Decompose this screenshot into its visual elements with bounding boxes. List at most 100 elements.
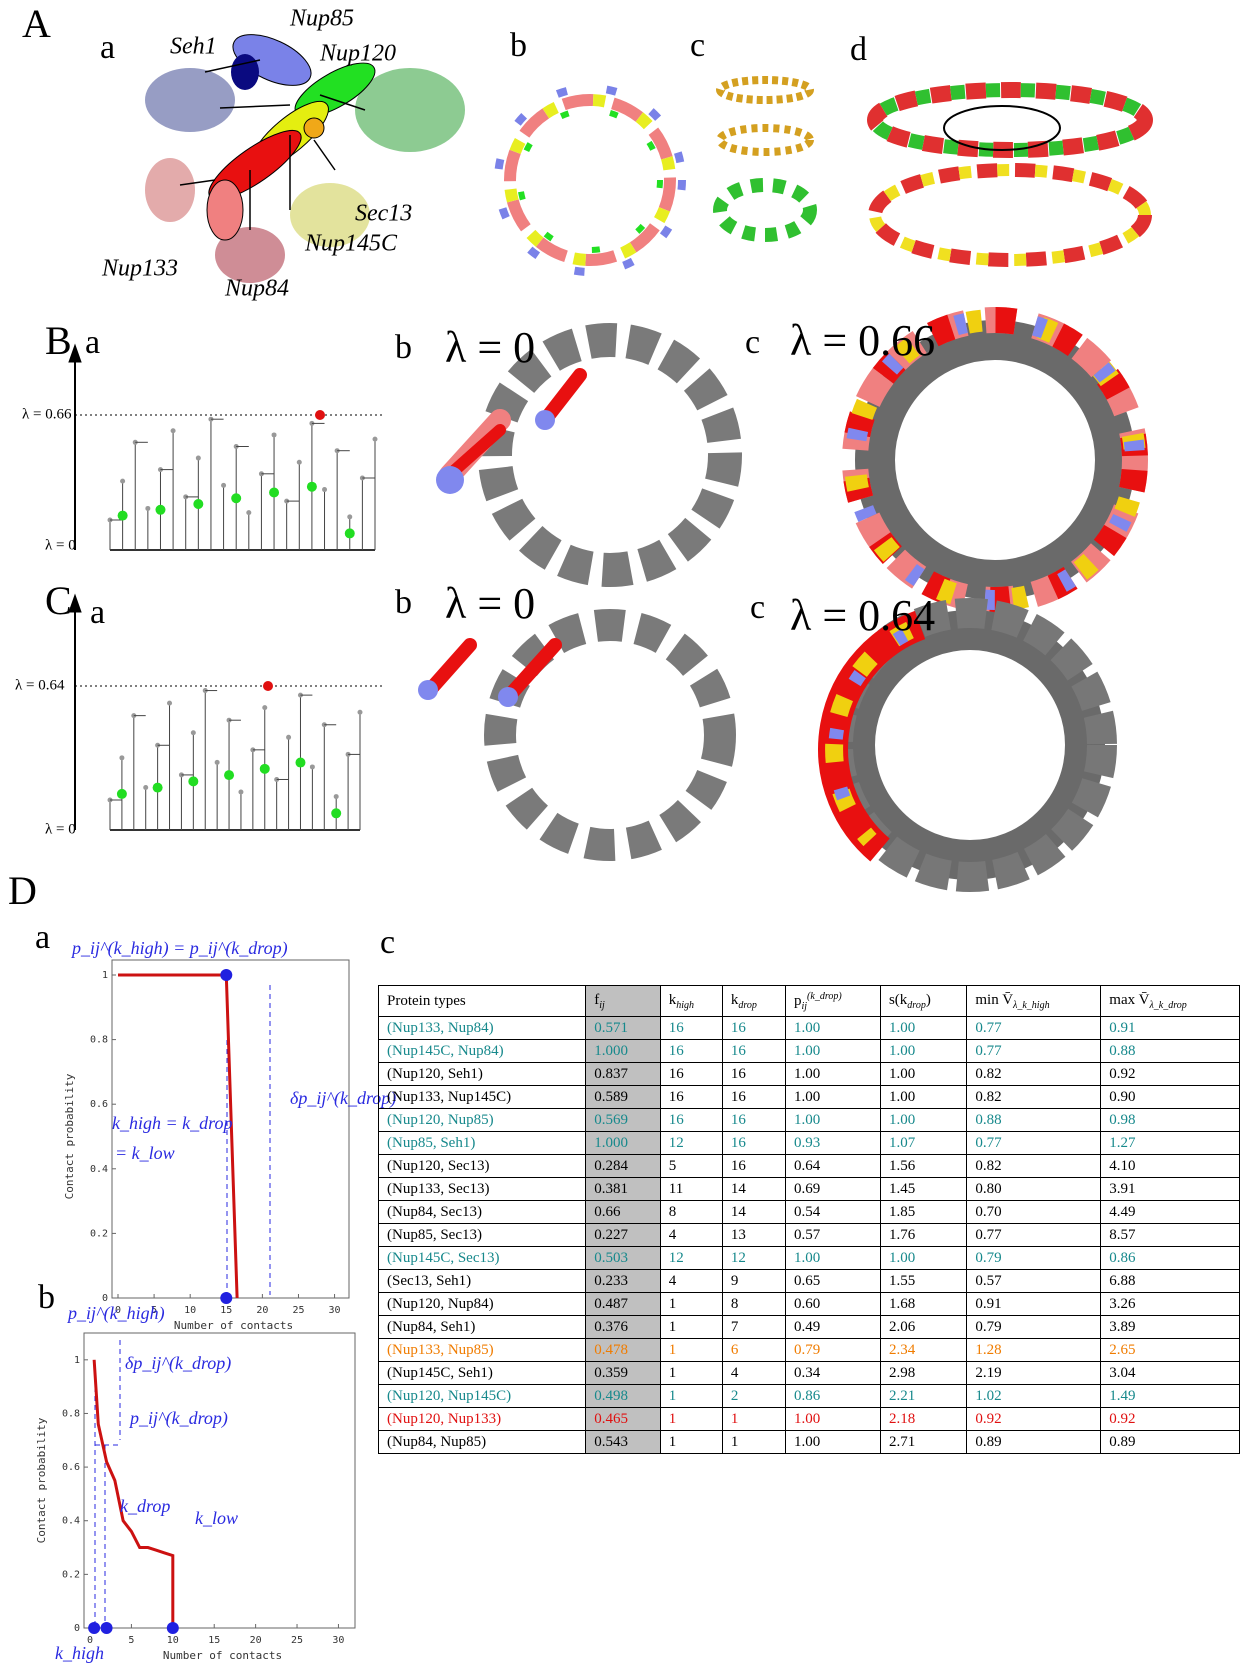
table-cell: 0.86: [784, 1384, 881, 1408]
table-cell: 0.88: [1100, 1039, 1240, 1063]
table-cell: 16: [721, 1016, 786, 1040]
table-cell: 0.82: [966, 1085, 1102, 1109]
table-cell: 6.88: [1100, 1269, 1240, 1293]
tree-node: [120, 478, 126, 484]
table-cell: 0.65: [784, 1269, 881, 1293]
table-cell: (Nup120, Nup133): [377, 1407, 587, 1431]
tree-node: [224, 770, 235, 781]
table-cell: 1.000: [585, 1131, 661, 1155]
table-cell: 1.85: [879, 1200, 968, 1224]
table-cell: 1.00: [879, 1016, 968, 1040]
tree-node: [263, 681, 273, 691]
x-tick-label: 20: [250, 1635, 262, 1646]
header-cell: max V̄λ_k_drop: [1100, 985, 1240, 1017]
table-cell: 1.00: [879, 1039, 968, 1063]
table-cell: 2.34: [879, 1338, 968, 1362]
header-cell: kdrop: [721, 985, 786, 1017]
table-cell: 0.49: [784, 1315, 881, 1339]
table-cell: 4: [659, 1269, 723, 1293]
table-cell: 0.54: [784, 1200, 881, 1224]
table-cell: 1.00: [784, 1016, 881, 1040]
x-tick-label: 30: [332, 1635, 344, 1646]
table-cell: 1.02: [966, 1384, 1102, 1408]
table-cell: (Nup84, Nup85): [377, 1430, 587, 1454]
table-cell: 1: [659, 1384, 723, 1408]
table-cell: 16: [721, 1108, 786, 1132]
tree-node: [238, 789, 244, 795]
table-cell: 2.18: [879, 1407, 968, 1431]
table-cell: 0.498: [585, 1384, 661, 1408]
y-tick-label: 0.4: [90, 1164, 108, 1175]
table-cell: 1.00: [784, 1062, 881, 1086]
table-cell: 16: [721, 1039, 786, 1063]
tree-node: [295, 757, 306, 768]
x-axis-label: Number of contacts: [174, 1319, 293, 1332]
table-cell: 0.80: [966, 1177, 1102, 1201]
table-cell: (Nup120, Seh1): [377, 1062, 587, 1086]
lambda-label: λ = 0: [45, 537, 76, 553]
table-cell: 3.89: [1100, 1315, 1240, 1339]
table-cell: 1.00: [879, 1108, 968, 1132]
table-cell: (Nup84, Seh1): [377, 1315, 587, 1339]
table-cell: (Nup145C, Seh1): [377, 1361, 587, 1385]
table-cell: 0.381: [585, 1177, 661, 1201]
tree-node: [193, 499, 204, 510]
table-row: (Nup84, Seh1) 0.376 1 7 0.49 2.06 0.79 3.89: [377, 1315, 1240, 1339]
protein-label: Seh1: [170, 34, 217, 60]
table-row: (Nup120, Nup145C) 0.498 1 2 0.86 2.21 1.02 1.49: [377, 1384, 1240, 1408]
guide-lines: [94, 985, 271, 1628]
table-cell: 2.06: [879, 1315, 968, 1339]
table-cell: 0.376: [585, 1315, 661, 1339]
header-text: λ_k_high: [1013, 999, 1050, 1011]
tree-node: [306, 481, 317, 492]
data-point: [88, 1622, 101, 1634]
table-cell: 0.90: [1100, 1085, 1240, 1109]
table-cell: 1: [659, 1315, 723, 1339]
table-cell: 0.79: [784, 1338, 881, 1362]
header-cell: fij: [585, 985, 661, 1017]
panel-label: C: [45, 578, 72, 623]
x-tick-label: 15: [220, 1305, 232, 1316]
table-cell: 0.837: [585, 1062, 661, 1086]
table-cell: 16: [659, 1039, 723, 1063]
table-row: (Nup85, Seh1) 1.000 12 16 0.93 1.07 0.77 1.27: [377, 1131, 1240, 1155]
table-cell: 1: [659, 1407, 723, 1431]
table-cell: 0.91: [1100, 1016, 1240, 1040]
annotation: δp_ij^(k_drop): [125, 1353, 231, 1374]
tree-node: [259, 763, 270, 774]
table-cell: 4: [721, 1361, 786, 1385]
table-cell: 1.00: [784, 1407, 881, 1431]
table-cell: 0.79: [966, 1246, 1102, 1270]
table-cell: 1.07: [879, 1131, 968, 1155]
protein-label: Sec13: [355, 201, 412, 227]
lambda-title: λ = 0.66: [790, 316, 935, 365]
table-cell: (Nup120, Nup85): [377, 1108, 587, 1132]
lambda-label: λ = 0.64: [15, 677, 65, 693]
table-cell: (Nup133, Nup85): [377, 1338, 587, 1362]
y-axis-label: Contact probability: [35, 1417, 48, 1543]
table-cell: 4.49: [1100, 1200, 1240, 1224]
table-cell: 3.26: [1100, 1292, 1240, 1316]
table-row: (Nup133, Nup145C) 0.589 16 16 1.00 1.00 0.82 0.…: [377, 1085, 1240, 1109]
x-tick-label: 25: [292, 1305, 304, 1316]
tree-node: [117, 510, 128, 521]
tree-node: [143, 784, 149, 790]
y-tick-label: 0.4: [62, 1516, 80, 1527]
table-cell: 0.92: [1100, 1062, 1240, 1086]
table-cell: 16: [659, 1016, 723, 1040]
subpanel-label: b: [38, 1279, 55, 1316]
panel-label: A: [22, 1, 51, 46]
table-row: (Nup120, Nup84) 0.487 1 8 0.60 1.68 0.91 3.26: [377, 1292, 1240, 1316]
y-axis-label: Contact probability: [63, 1073, 76, 1199]
table-cell: 14: [721, 1177, 786, 1201]
annotation: δp_ij^(k_drop): [290, 1088, 396, 1109]
table-cell: 11: [659, 1177, 723, 1201]
tree-node: [214, 759, 220, 765]
data-line: [92, 1359, 175, 1628]
table-cell: 0.227: [585, 1223, 661, 1247]
y-tick-label: 0.8: [90, 1035, 108, 1046]
table-cell: 0.503: [585, 1246, 661, 1270]
table-cell: 1.76: [879, 1223, 968, 1247]
x-tick-label: 25: [291, 1635, 303, 1646]
